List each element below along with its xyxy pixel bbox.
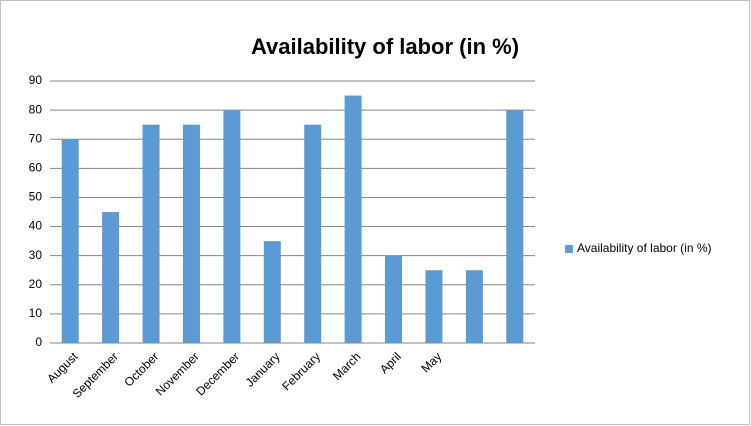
bar — [385, 255, 403, 343]
y-tick-label: 30 — [29, 248, 43, 262]
bar — [182, 124, 200, 344]
bar — [223, 110, 241, 343]
y-tick-label: 20 — [29, 277, 43, 291]
bar — [142, 124, 160, 344]
y-tick-label: 90 — [29, 73, 43, 87]
bar — [506, 110, 524, 343]
y-tick-label: 0 — [35, 335, 42, 349]
bar — [263, 241, 281, 343]
y-tick-label: 70 — [29, 131, 43, 145]
legend-swatch — [565, 245, 573, 253]
bar — [61, 139, 79, 343]
bar — [465, 270, 483, 343]
y-tick-label: 50 — [29, 190, 43, 204]
chart-title: Availability of labor (in %) — [251, 34, 519, 59]
bar — [344, 95, 362, 343]
bar — [425, 270, 443, 343]
y-tick-label: 10 — [29, 306, 43, 320]
bar — [102, 212, 120, 343]
legend-label: Availability of labor (in %) — [577, 241, 712, 255]
y-tick-label: 80 — [29, 102, 43, 116]
y-tick-label: 40 — [29, 219, 43, 233]
y-tick-label: 60 — [29, 161, 43, 175]
bar — [304, 124, 322, 344]
